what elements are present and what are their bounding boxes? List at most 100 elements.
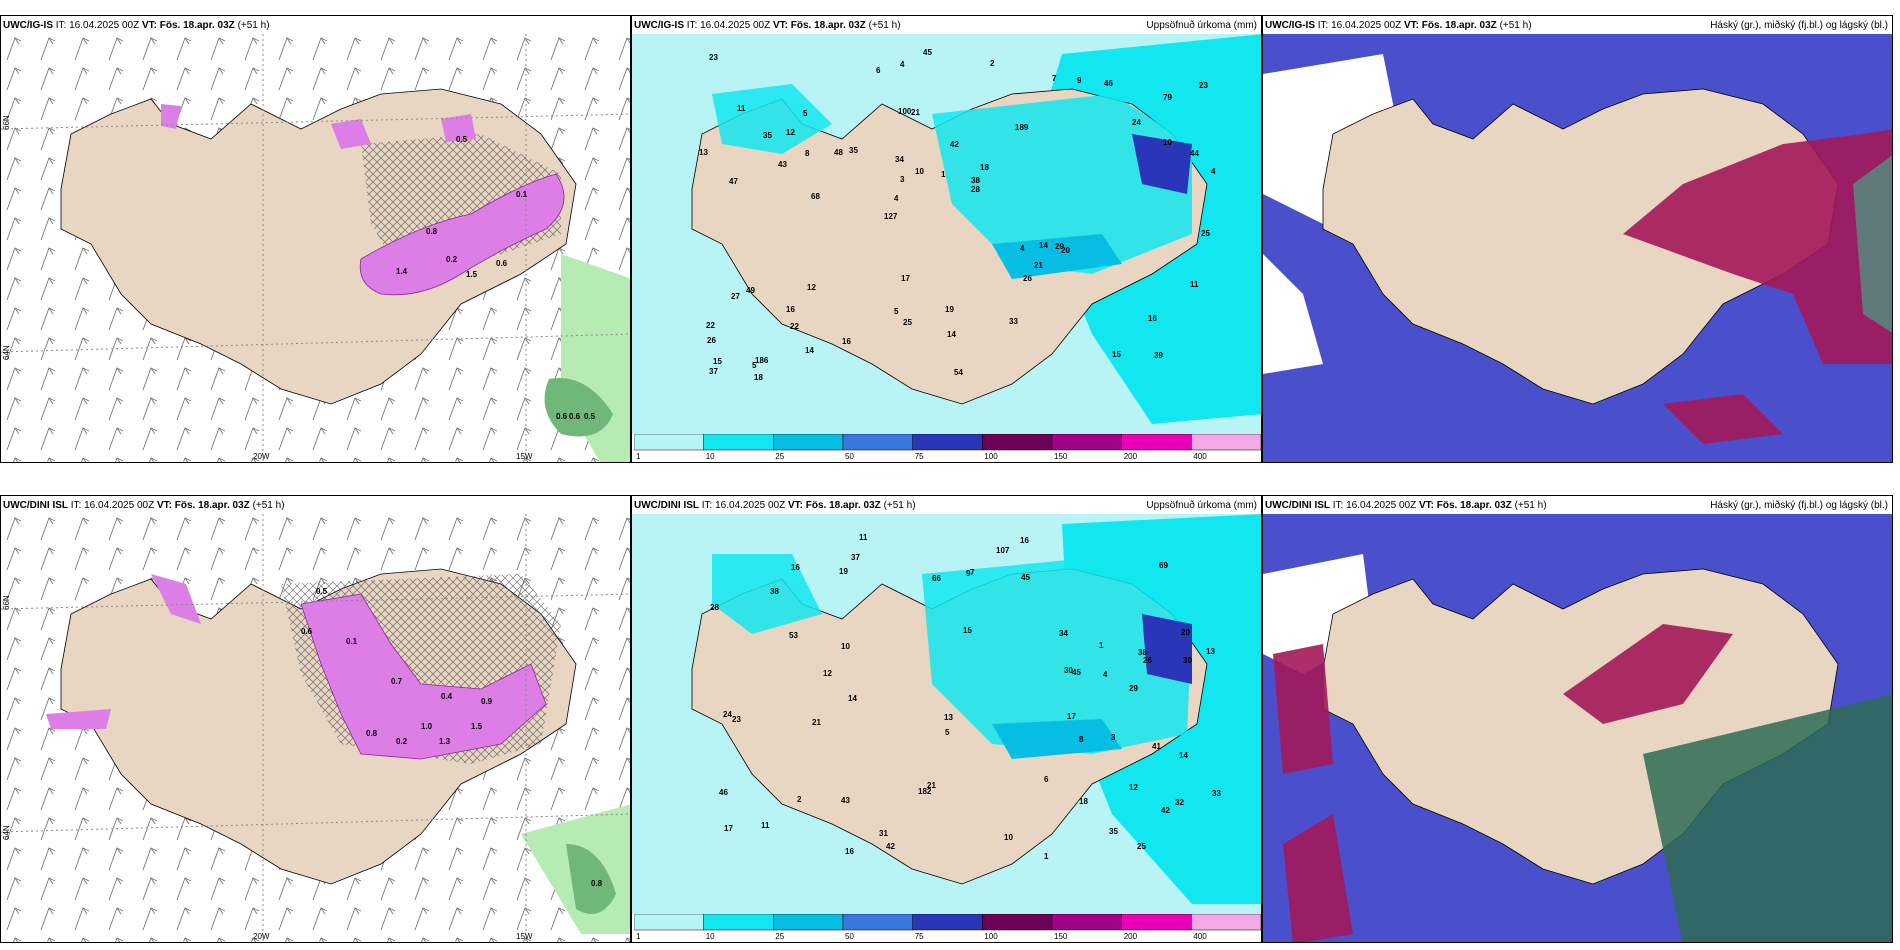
precip-value: 39 <box>1154 351 1163 360</box>
snow-value: 0.1 <box>346 637 358 646</box>
lon-label: 20W <box>253 452 270 461</box>
colorbar-swatch <box>1191 433 1261 451</box>
precip-value: 12 <box>823 669 832 678</box>
precip-value: 182 <box>918 787 932 796</box>
precip-value: 20 <box>1181 628 1190 637</box>
precip-value: 30 <box>1183 656 1192 665</box>
precip-value: 16 <box>845 847 854 856</box>
clear-area <box>1263 254 1323 374</box>
precip-value: 8 <box>1079 735 1084 744</box>
precip-green-dark <box>566 844 616 914</box>
colorbar-swatch <box>633 433 704 451</box>
precip-value: 2 <box>797 795 802 804</box>
snow-patch <box>331 119 371 149</box>
precip-values: 3947791271891861004249352622211820114441… <box>699 48 1216 382</box>
precip-value: 15 <box>713 357 722 366</box>
precip-value: 4 <box>1020 244 1025 253</box>
precip-value: 38 <box>971 176 980 185</box>
precip-value: 28 <box>971 185 980 194</box>
snow-panel-row2: UWC/DINI ISL IT: 16.04.2025 00Z VT: Fös.… <box>0 495 631 943</box>
precip-value: 25 <box>903 318 912 327</box>
precip-value: 37 <box>851 553 860 562</box>
precip-value: 27 <box>731 292 740 301</box>
mid-cloud <box>1853 155 1892 333</box>
colorbar-tick: 25 <box>775 932 784 940</box>
precip-value: 29 <box>1055 242 1064 251</box>
precip-value: 11 <box>859 533 868 542</box>
precip-value: 43 <box>841 796 850 805</box>
lon-label: 20W <box>253 932 270 941</box>
precip-panel-row1: UWC/IG-IS IT: 16.04.2025 00Z VT: Fös. 18… <box>631 15 1262 463</box>
colorbar-swatch <box>773 913 844 931</box>
snow-value: 0.8 <box>426 227 438 236</box>
gridline <box>1 333 630 353</box>
precip-area <box>712 84 832 154</box>
precip-value: 107 <box>996 546 1010 555</box>
precip-value: 35 <box>1109 827 1118 836</box>
precip-value: 9 <box>1077 76 1082 85</box>
precip-value: 34 <box>895 155 904 164</box>
colorbar-swatch <box>773 433 844 451</box>
cloud-panel-row1: UWC/IG-IS IT: 16.04.2025 00Z VT: Fös. 18… <box>1262 15 1893 463</box>
precip-value: 6 <box>1044 775 1049 784</box>
snow-panel-row1: UWC/IG-IS IT: 16.04.2025 00Z VT: Fös. 18… <box>0 15 631 463</box>
colorbar-swatch <box>703 433 774 451</box>
precip-value: 26 <box>1143 656 1152 665</box>
colorbar-tick: 400 <box>1193 932 1207 940</box>
precip-values: 1220321517373843695330282942463842192126… <box>710 533 1221 861</box>
precip-value: 26 <box>1023 274 1032 283</box>
high-cloud <box>1283 814 1353 942</box>
snow-patch <box>151 574 201 624</box>
colorbar: 1 10 25 50 75 100 150 200 400 <box>633 913 1261 941</box>
precip-value: 20 <box>1061 246 1070 255</box>
precip-value: 42 <box>950 140 959 149</box>
precip-value: 11 <box>1190 280 1199 289</box>
colorbar-tick: 10 <box>706 452 715 460</box>
precip-value: 10 <box>841 642 850 651</box>
precip-value: 28 <box>710 603 719 612</box>
snow-value: 0.7 <box>391 677 403 686</box>
precip-value: 0.8 <box>591 879 603 888</box>
precip-value: 54 <box>954 368 963 377</box>
precip-value: 7 <box>970 568 975 577</box>
precip-value: 11 <box>737 104 746 113</box>
precip-moderate <box>992 719 1122 759</box>
lat-label: 66N <box>2 115 11 130</box>
gridline <box>1 593 630 610</box>
precip-value: 14 <box>947 330 956 339</box>
precip-value: 26 <box>707 336 716 345</box>
precip-value: 37 <box>709 367 718 376</box>
precip-value: 18 <box>980 163 989 172</box>
precip-value: 14 <box>1039 241 1048 250</box>
mid-cloud <box>1643 694 1892 942</box>
panel-header: UWC/DINI ISL IT: 16.04.2025 00Z VT: Fös.… <box>1265 500 1547 511</box>
precip-value: 10 <box>915 167 924 176</box>
cloud-title: Háský (gr.), miðský (fj.bl.) og lágský (… <box>1710 500 1888 511</box>
precip-area <box>922 554 1192 754</box>
precip-value: 24 <box>723 710 732 719</box>
precip-value: 12 <box>786 128 795 137</box>
precip-heavy <box>1142 614 1192 684</box>
precip-value: 5 <box>752 361 757 370</box>
lon-label: 15W <box>516 452 533 461</box>
colorbar-tick: 100 <box>984 932 998 940</box>
panel-header: UWC/DINI ISL IT: 16.04.2025 00Z VT: Fös.… <box>3 500 285 511</box>
precip-value: 1 <box>1099 641 1104 650</box>
precip-value: 45 <box>1021 573 1030 582</box>
precip-value: 12 <box>1129 783 1138 792</box>
colorbar-tick: 50 <box>845 932 854 940</box>
cloud-map <box>1263 34 1892 462</box>
colorbar-swatch <box>1191 913 1261 931</box>
precip-value: 23 <box>709 53 718 62</box>
precip-value: 11 <box>761 821 770 830</box>
precip-value: 16 <box>786 305 795 314</box>
precip-value: 33 <box>1212 789 1221 798</box>
precip-value: 16 <box>1020 536 1029 545</box>
colorbar-swatch <box>982 433 1053 451</box>
cloud-title: Háský (gr.), miðský (fj.bl.) og lágský (… <box>1710 20 1888 31</box>
precip-value: 45 <box>1072 668 1081 677</box>
panel-header: UWC/IG-IS IT: 16.04.2025 00Z VT: Fös. 18… <box>634 20 901 31</box>
precip-value: 38 <box>1138 648 1147 657</box>
panel-header: UWC/IG-IS IT: 16.04.2025 00Z VT: Fös. 18… <box>1265 20 1532 31</box>
high-cloud <box>1623 129 1892 364</box>
